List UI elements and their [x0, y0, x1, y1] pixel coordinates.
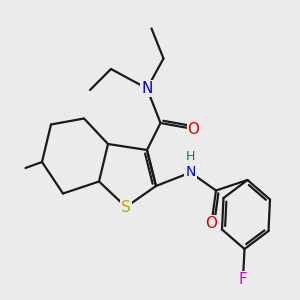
Text: O: O — [206, 216, 218, 231]
Text: O: O — [188, 122, 200, 136]
Text: F: F — [238, 272, 247, 286]
Text: N: N — [185, 166, 196, 179]
Text: N: N — [141, 81, 153, 96]
Text: S: S — [121, 200, 131, 214]
Text: H: H — [186, 149, 195, 163]
